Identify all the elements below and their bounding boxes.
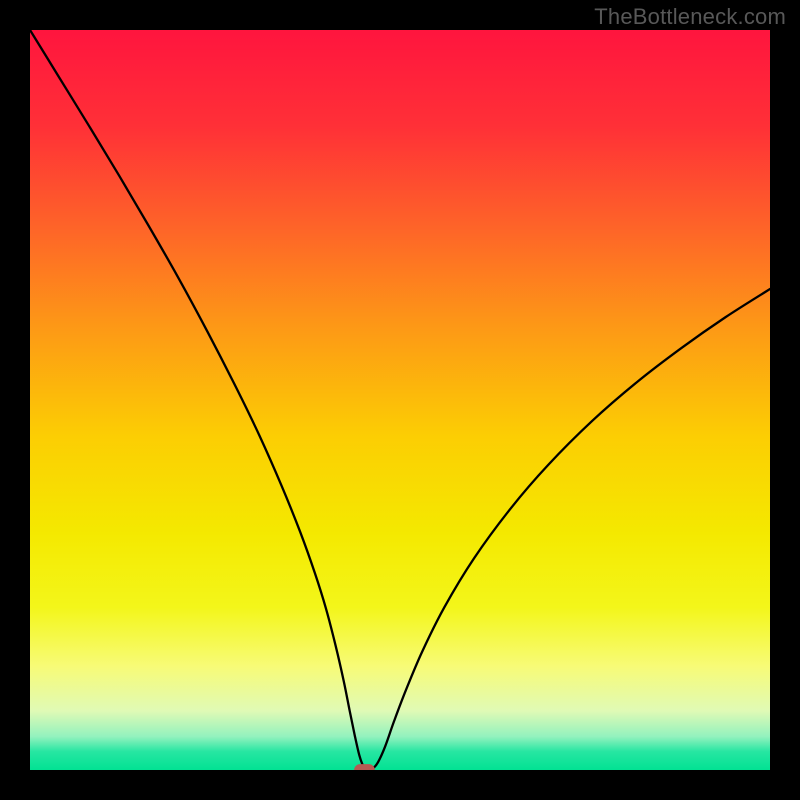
bottleneck-chart — [0, 0, 800, 800]
plot-background — [30, 30, 770, 770]
chart-container: { "watermark": "TheBottleneck.com", "cha… — [0, 0, 800, 800]
watermark-text: TheBottleneck.com — [594, 4, 786, 30]
